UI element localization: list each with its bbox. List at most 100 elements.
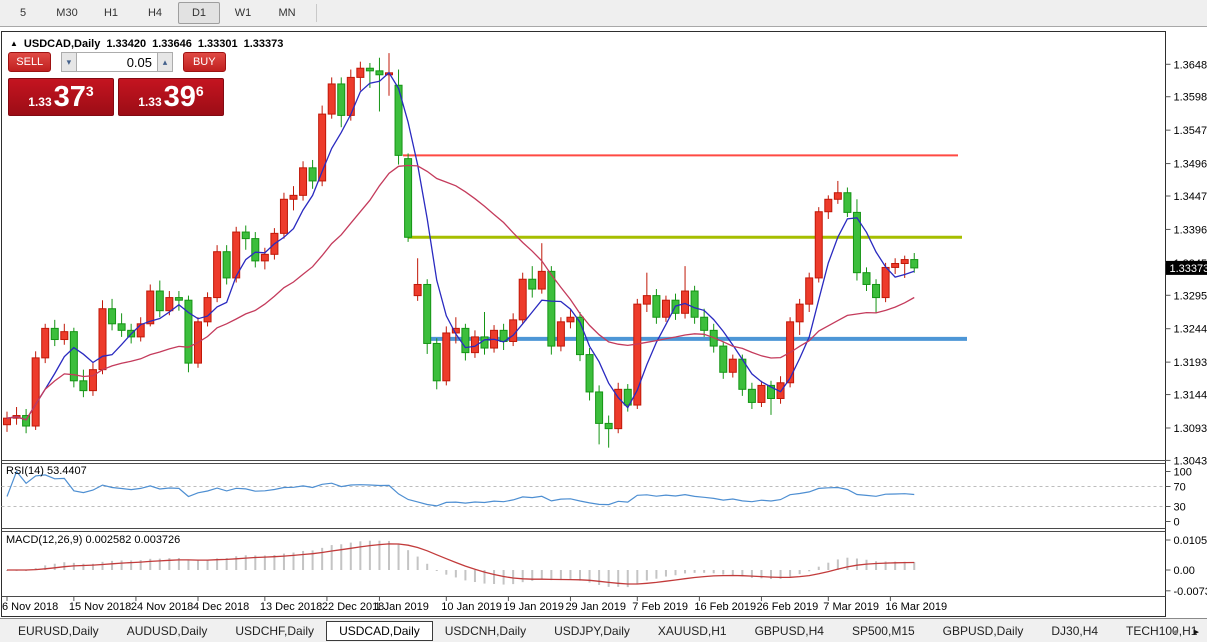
price-tick-label: 1.36480 bbox=[1174, 59, 1207, 71]
macd-bar bbox=[560, 570, 562, 580]
timeframe-button-d1[interactable]: D1 bbox=[178, 2, 220, 24]
date-tick-label: 7 Feb 2019 bbox=[632, 601, 688, 613]
chart-tab-usdcad[interactable]: USDCAD,Daily bbox=[326, 621, 433, 641]
timeframe-button-w1[interactable]: W1 bbox=[222, 2, 264, 24]
candle-body bbox=[758, 385, 765, 402]
macd-bar bbox=[799, 570, 801, 574]
macd-bar bbox=[388, 541, 390, 570]
candle-body bbox=[529, 279, 536, 289]
macd-bar bbox=[684, 570, 686, 573]
chart-tab-gbpusd[interactable]: GBPUSD,Daily bbox=[931, 621, 1036, 641]
date-tick-label: 13 Dec 2018 bbox=[260, 601, 322, 613]
candle-body bbox=[596, 392, 603, 423]
macd-bar bbox=[436, 570, 438, 571]
chart-tab-usdchf[interactable]: USDCHF,Daily bbox=[223, 621, 326, 641]
candle-body bbox=[156, 291, 163, 311]
buy-button[interactable]: BUY bbox=[183, 52, 226, 72]
date-tick-label: 29 Jan 2019 bbox=[565, 601, 626, 613]
current-price-tag-label: 1.33373 bbox=[1170, 263, 1207, 275]
macd-bar bbox=[617, 570, 619, 587]
candle-body bbox=[338, 84, 345, 115]
macd-bar bbox=[207, 560, 209, 570]
macd-bar bbox=[121, 560, 123, 570]
sell-button[interactable]: SELL bbox=[8, 52, 51, 72]
macd-bar bbox=[407, 550, 409, 570]
timeframe-button-h1[interactable]: H1 bbox=[90, 2, 132, 24]
macd-bar bbox=[512, 570, 514, 584]
one-click-trading-panel: SELL ▾ ▴ BUY 1.33 37 3 1.33 39 6 bbox=[8, 52, 226, 116]
tab-scroll-left-icon[interactable]: ◂ bbox=[1172, 625, 1178, 638]
candle-body bbox=[911, 260, 918, 268]
candle-body bbox=[366, 68, 373, 71]
macd-bar bbox=[646, 570, 648, 581]
price-tick-label: 1.35985 bbox=[1174, 92, 1207, 104]
chart-tab-usdjpy[interactable]: USDJPY,Daily bbox=[542, 621, 642, 641]
macd-bar bbox=[331, 545, 333, 570]
rsi-scale-label: 70 bbox=[1174, 482, 1186, 494]
macd-bar bbox=[875, 561, 877, 570]
lot-decrease-button[interactable]: ▾ bbox=[61, 52, 77, 72]
candle-body bbox=[462, 328, 469, 352]
expand-triangle-icon[interactable]: ▲ bbox=[10, 39, 18, 49]
timeframe-button-m30[interactable]: M30 bbox=[46, 2, 88, 24]
macd-bar bbox=[655, 570, 657, 579]
timeframe-button-mn[interactable]: MN bbox=[266, 2, 308, 24]
buy-price-box[interactable]: 1.33 39 6 bbox=[118, 78, 224, 116]
macd-bar bbox=[417, 557, 419, 570]
ohlc-open: 1.33420 bbox=[106, 38, 146, 50]
candle-body bbox=[815, 212, 822, 278]
macd-bar bbox=[522, 570, 524, 582]
date-tick-label: 19 Jan 2019 bbox=[503, 601, 564, 613]
timeframe-button-h4[interactable]: H4 bbox=[134, 2, 176, 24]
candle-body bbox=[261, 254, 268, 261]
candle-body bbox=[844, 193, 851, 213]
candle-body bbox=[204, 298, 211, 322]
tab-scroll-right-icon[interactable]: ▸ bbox=[1193, 625, 1199, 638]
sell-price-pip: 3 bbox=[86, 83, 94, 99]
timeframe-button-5[interactable]: 5 bbox=[2, 2, 44, 24]
spacer bbox=[173, 52, 182, 72]
candle-body bbox=[510, 320, 517, 342]
macd-bar bbox=[350, 543, 352, 570]
macd-bar bbox=[445, 570, 447, 575]
price-tick-label: 1.32445 bbox=[1174, 324, 1207, 336]
chart-title: ▲ USDCAD,Daily 1.33420 1.33646 1.33301 1… bbox=[10, 38, 283, 50]
lot-size-input[interactable] bbox=[77, 52, 157, 72]
toolbar-separator bbox=[316, 4, 317, 22]
buy-price-big: 39 bbox=[164, 80, 196, 114]
chart-tab-eurusd[interactable]: EURUSD,Daily bbox=[6, 621, 111, 641]
lot-increase-button[interactable]: ▴ bbox=[157, 52, 173, 72]
candle-body bbox=[89, 370, 96, 391]
macd-bar bbox=[398, 544, 400, 570]
macd-bar bbox=[732, 570, 734, 575]
candle-body bbox=[433, 343, 440, 380]
spacer bbox=[51, 52, 60, 72]
macd-bar bbox=[665, 570, 667, 577]
macd-bar bbox=[675, 570, 677, 575]
chart-tab-xauusd[interactable]: XAUUSD,H1 bbox=[646, 621, 739, 641]
macd-bar bbox=[426, 564, 428, 570]
macd-bar bbox=[913, 562, 915, 570]
chart-tab-gbpusd[interactable]: GBPUSD,H4 bbox=[743, 621, 836, 641]
chart-tab-usdcnh[interactable]: USDCNH,Daily bbox=[433, 621, 538, 641]
candle-body bbox=[825, 199, 832, 211]
macd-bar bbox=[474, 570, 476, 582]
macd-bar bbox=[598, 570, 600, 585]
chart-tab-audusd[interactable]: AUDUSD,Daily bbox=[115, 621, 220, 641]
sell-price-prefix: 1.33 bbox=[28, 95, 51, 109]
candle-body bbox=[4, 418, 11, 425]
candle-body bbox=[109, 309, 116, 324]
candle-body bbox=[901, 260, 908, 264]
chart-tab-sp500[interactable]: SP500,M15 bbox=[840, 621, 927, 641]
sell-price-box[interactable]: 1.33 37 3 bbox=[8, 78, 114, 116]
chart-tab-dj30[interactable]: DJ30,H4 bbox=[1039, 621, 1110, 641]
date-tick-label: 10 Jan 2019 bbox=[441, 601, 502, 613]
macd-bar bbox=[827, 563, 829, 570]
candle-body bbox=[653, 296, 660, 318]
candle-body bbox=[538, 271, 545, 289]
macd-bar bbox=[808, 570, 810, 571]
macd-bar bbox=[856, 559, 858, 570]
candle-body bbox=[70, 332, 77, 381]
candle-body bbox=[405, 159, 412, 238]
